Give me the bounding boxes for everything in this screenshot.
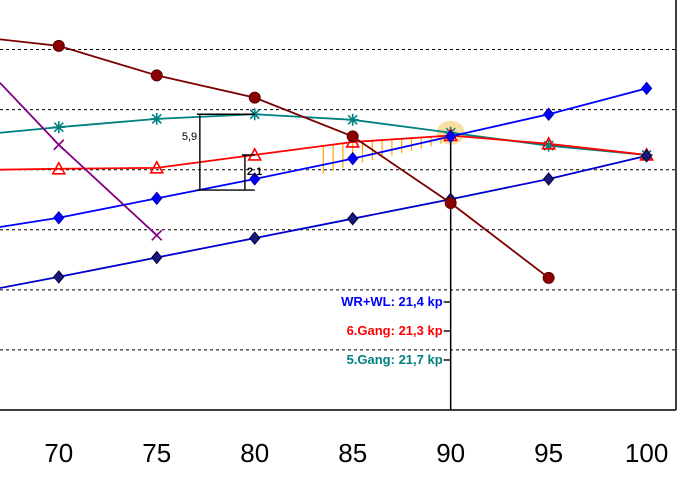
x-tick-90: 90 (436, 438, 465, 468)
point-s2-5 (445, 129, 457, 144)
readout-panel: WR+WL: 21,4 kp 6.Gang: 21,3 kp 5.Gang: 21,… (341, 294, 451, 367)
point-s4-5 (444, 196, 457, 209)
point-s4-3 (248, 91, 261, 104)
series-line-4 (0, 38, 550, 279)
x-tick-80: 80 (240, 438, 269, 468)
point-s3-2 (151, 250, 163, 265)
point-s3-7 (640, 149, 653, 163)
point-s5-1 (53, 139, 65, 151)
x-tick-95: 95 (534, 438, 563, 468)
point-s5-2 (151, 229, 163, 241)
point-s0-2 (150, 112, 163, 125)
point-s4-1 (52, 39, 65, 52)
point-s2-2 (151, 191, 163, 206)
point-s2-3 (249, 172, 261, 186)
point-s1-6 (541, 136, 556, 150)
point-s4-2 (150, 69, 163, 82)
point-s0-1 (52, 121, 65, 134)
point-s1-2 (149, 160, 165, 174)
readout-label-0: WR+WL: 21,4 kp (341, 294, 443, 309)
point-s3-1 (53, 270, 65, 284)
annotation-59: 5,9 (182, 131, 197, 143)
point-s2-7 (640, 81, 653, 96)
point-s3-3 (249, 231, 261, 245)
x-tick-100: 100 (625, 438, 668, 468)
series-line-5 (0, 82, 158, 236)
point-s2-4 (347, 151, 359, 166)
point-s2-1 (53, 210, 65, 225)
readout-label-1: 6.Gang: 21,3 kp (347, 323, 443, 338)
x-tick-75: 75 (142, 438, 171, 468)
point-s1-1 (51, 161, 67, 175)
x-axis-ticks: 70 75 80 85 90 95 100 (44, 438, 668, 468)
series-line-1 (0, 134, 647, 171)
point-s2-6 (542, 107, 555, 122)
series-line-3 (0, 154, 647, 289)
annotations: 5,9 2,1 (182, 113, 262, 191)
x-tick-70: 70 (44, 438, 73, 468)
point-s3-4 (347, 211, 359, 226)
annotation-21: 2,1 (247, 166, 262, 178)
point-s3-6 (542, 172, 555, 186)
data-markers (51, 39, 654, 284)
x-tick-85: 85 (338, 438, 367, 468)
point-s4-6 (542, 271, 555, 284)
series-line-2 (0, 87, 647, 228)
grid-lines (0, 0, 677, 411)
point-s0-4 (346, 113, 359, 126)
readout-label-2: 5.Gang: 21,7 kp (347, 352, 443, 367)
point-s4-4 (346, 130, 359, 143)
